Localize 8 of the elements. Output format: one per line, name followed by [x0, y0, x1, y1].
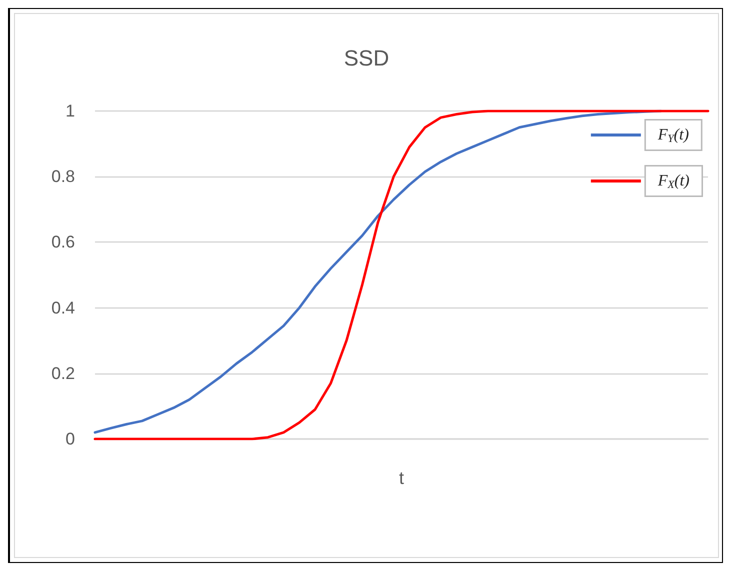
y-tick-label: 0.8: [51, 167, 75, 186]
chart-title: SSD: [344, 46, 390, 70]
y-tick-label: 1: [66, 102, 75, 120]
y-tick-label: 0: [66, 430, 75, 448]
y-tick-label: 0.6: [51, 232, 75, 252]
y-tick-label: 0.2: [51, 364, 75, 383]
x-axis-title: t: [398, 468, 404, 488]
y-tick-label: 0.4: [51, 298, 75, 318]
